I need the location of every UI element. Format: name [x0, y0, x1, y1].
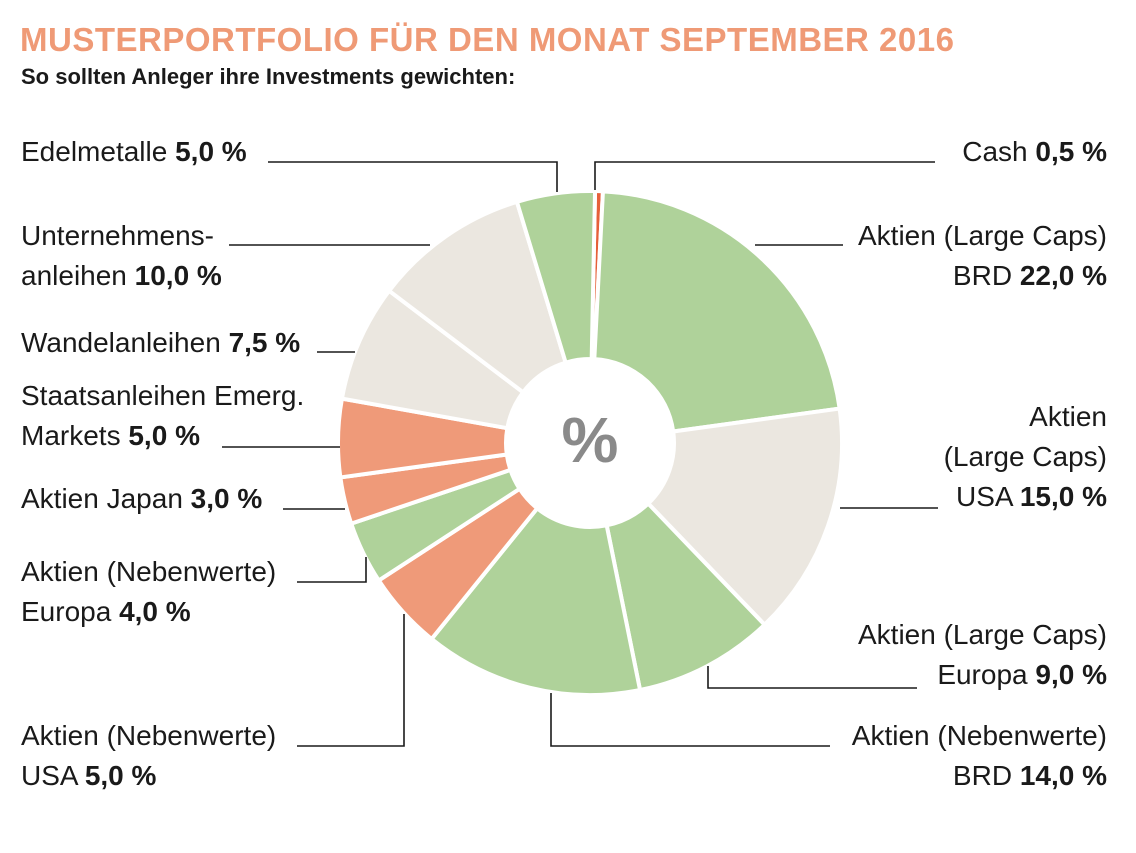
label-large-brd-value: 22,0 % — [1019, 260, 1107, 291]
label-large-usa-name: USA — [956, 481, 1013, 512]
label-neben-europa: Aktien (Nebenwerte) Europa 4,0 % — [21, 552, 276, 632]
leader-lines — [222, 161, 938, 747]
label-neben-usa: Aktien (Nebenwerte) USA 5,0 % — [21, 716, 276, 796]
label-staats-name: Markets — [21, 420, 121, 451]
label-neben-brd-value: 14,0 % — [1019, 760, 1107, 791]
label-neben-brd-line1: Aktien (Nebenwerte) — [851, 720, 1107, 751]
pie-slice-1 — [592, 189, 842, 434]
pie-slice-10 — [387, 199, 568, 395]
leader-line-large-europa — [707, 666, 917, 689]
label-neben-brd-name: BRD — [952, 760, 1013, 791]
label-neben-usa-line1: Aktien (Nebenwerte) — [21, 720, 277, 751]
label-unternehmen-line1: Unternehmens- — [21, 220, 214, 251]
label-large-europa-name: Europa — [937, 659, 1028, 690]
label-staats-value: 5,0 % — [128, 420, 200, 451]
pie-slice-4 — [429, 506, 643, 697]
label-edelmetalle-value: 5,0 % — [175, 136, 247, 167]
donut-slices — [336, 189, 844, 697]
label-unternehmen-name: anleihen — [21, 260, 127, 291]
label-wandel-value: 7,5 % — [228, 327, 301, 358]
label-large-brd-name: BRD — [952, 260, 1013, 291]
chart-subtitle: So sollten Anleger ihre Investments gewi… — [21, 64, 516, 89]
label-staats-line1: Staatsanleihen Emerg. — [21, 380, 305, 411]
leader-line-neben-brd — [550, 693, 830, 747]
label-cash: Cash 0,5 % — [962, 132, 1107, 172]
label-large-europa-line1: Aktien (Large Caps) — [857, 619, 1107, 650]
label-large-europa-value: 9,0 % — [1035, 659, 1107, 690]
label-japan-name: Aktien Japan — [21, 483, 183, 514]
label-edelmetalle: Edelmetalle 5,0 % — [21, 132, 247, 172]
label-large-usa-line2: (Large Caps) — [943, 441, 1107, 472]
label-edelmetalle-name: Edelmetalle — [21, 136, 168, 167]
label-cash-value: 0,5 % — [1035, 136, 1107, 167]
label-wandel: Wandelanleihen 7,5 % — [21, 323, 300, 363]
label-wandel-name: Wandelanleihen — [21, 327, 221, 358]
label-unternehmen-value: 10,0 % — [134, 260, 222, 291]
label-large-brd: Aktien (Large Caps) BRD 22,0 % — [858, 216, 1107, 296]
label-neben-usa-name: USA — [21, 760, 78, 791]
label-large-usa: Aktien (Large Caps) USA 15,0 % — [944, 397, 1107, 517]
label-neben-usa-value: 5,0 % — [84, 760, 157, 791]
label-neben-europa-line1: Aktien (Nebenwerte) — [21, 556, 277, 587]
leader-line-neben-usa — [297, 614, 405, 747]
label-cash-name: Cash — [962, 136, 1028, 167]
pie-slice-2 — [646, 406, 844, 627]
label-japan: Aktien Japan 3,0 % — [21, 479, 262, 519]
label-unternehmen: Unternehmens- anleihen 10,0 % — [21, 216, 222, 296]
leader-line-neben-europa — [297, 557, 367, 583]
leader-line-edelmetalle — [268, 161, 558, 192]
label-staats: Staatsanleihen Emerg. Markets 5,0 % — [21, 376, 304, 456]
label-large-usa-line1: Aktien — [1029, 401, 1107, 432]
label-japan-value: 3,0 % — [190, 483, 263, 514]
center-percent-label: % — [561, 404, 619, 476]
chart-title: MUSTERPORTFOLIO FÜR DEN MONAT SEPTEMBER … — [20, 21, 955, 58]
leader-line-cash — [594, 161, 935, 190]
label-neben-europa-value: 4,0 % — [119, 596, 191, 627]
label-large-usa-value: 15,0 % — [1019, 481, 1107, 512]
label-neben-europa-name: Europa — [21, 596, 112, 627]
pie-slice-11 — [514, 189, 598, 365]
label-large-europa: Aktien (Large Caps) Europa 9,0 % — [858, 615, 1107, 695]
label-large-brd-line1: Aktien (Large Caps) — [857, 220, 1107, 251]
label-neben-brd: Aktien (Nebenwerte) BRD 14,0 % — [852, 716, 1107, 796]
